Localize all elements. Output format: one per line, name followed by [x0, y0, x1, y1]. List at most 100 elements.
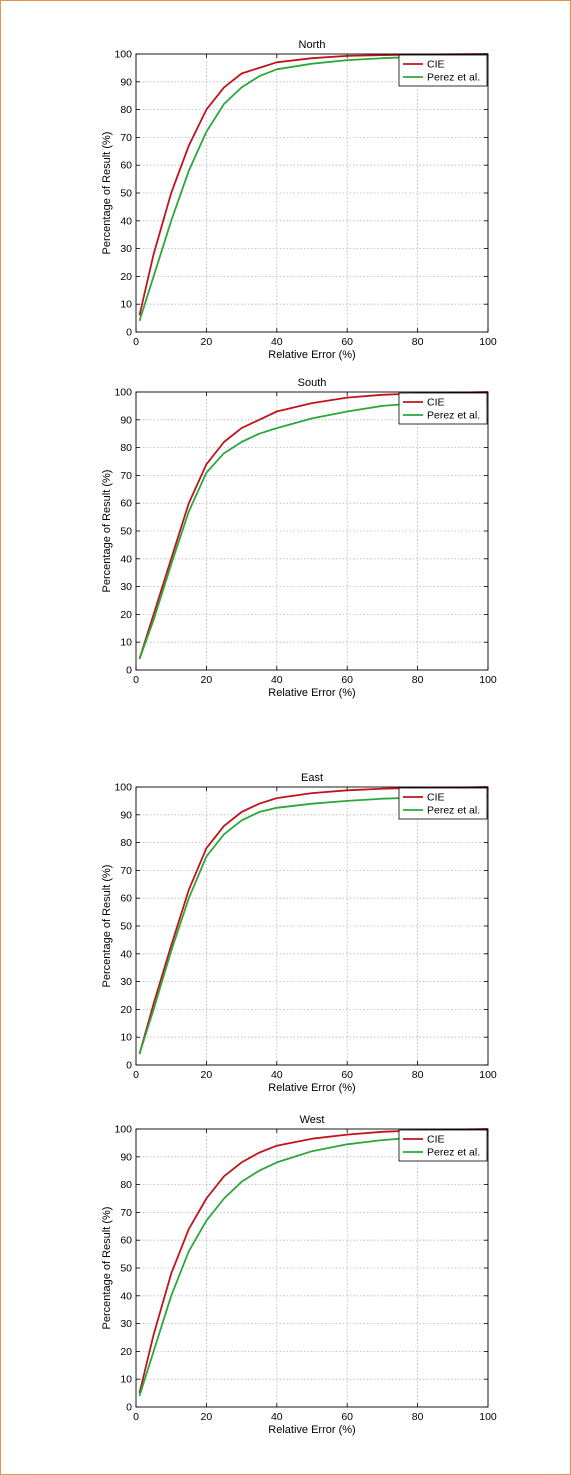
- chart-west: 0 20 40 60 80 100 0 10 20 30 40 50 60 70 80 90 100 West Re…: [101, 1114, 497, 1436]
- y-tick-label: 40: [120, 1290, 132, 1302]
- y-tick-label: 100: [114, 49, 132, 61]
- x-tick-label: 40: [271, 1411, 283, 1423]
- axes-box: [135, 53, 489, 333]
- legend-label-cie: CIE: [427, 792, 445, 804]
- y-tick-label: 10: [120, 299, 132, 311]
- y-tick-label: 50: [120, 188, 132, 200]
- chart-north: 0 20 40 60 80 100 0 10 20 30 40 50 60 70 80 90 100 North R…: [101, 39, 497, 361]
- x-tick-label: 0: [133, 674, 139, 686]
- y-tick-label: 0: [126, 665, 132, 677]
- x-axis-label: Relative Error (%): [268, 1424, 355, 1436]
- x-axis-label: Relative Error (%): [268, 349, 355, 361]
- legend-label-perez: Perez et al.: [427, 72, 480, 84]
- y-tick-label: 100: [114, 782, 132, 794]
- y-tick-label: 30: [120, 1318, 132, 1330]
- x-tick-label: 80: [412, 336, 424, 348]
- y-tick-label: 80: [120, 104, 132, 116]
- x-tick-label: 100: [479, 1411, 497, 1423]
- y-tick-label: 90: [120, 414, 132, 426]
- legend-box: [398, 54, 488, 87]
- y-tick-label: 80: [120, 442, 132, 454]
- y-tick-label: 60: [120, 893, 132, 905]
- y-tick-label: 60: [120, 1235, 132, 1247]
- legend-box: [398, 1129, 488, 1162]
- x-tick-label: 60: [341, 1069, 353, 1081]
- y-tick-label: 20: [120, 1004, 132, 1016]
- legend-label-perez: Perez et al.: [427, 1147, 480, 1159]
- legend-label-cie: CIE: [427, 1134, 445, 1146]
- x-tick-label: 40: [271, 336, 283, 348]
- y-tick-label: 30: [120, 243, 132, 255]
- chart-east: 0 20 40 60 80 100 0 10 20 30 40 50 60 70 80 90 100 East Re…: [101, 772, 497, 1094]
- y-tick-label: 40: [120, 948, 132, 960]
- y-tick-label: 80: [120, 1179, 132, 1191]
- y-tick-label: 50: [120, 526, 132, 538]
- y-tick-label: 70: [120, 470, 132, 482]
- x-axis-label: Relative Error (%): [268, 687, 355, 699]
- x-tick-label: 80: [412, 1411, 424, 1423]
- y-tick-label: 90: [120, 1151, 132, 1163]
- y-axis-label: Percentage of Result (%): [101, 470, 113, 593]
- chart-title: North: [299, 39, 326, 51]
- chart-title: East: [301, 772, 323, 784]
- y-tick-label: 50: [120, 1263, 132, 1275]
- y-tick-label: 20: [120, 609, 132, 621]
- chart-title: West: [300, 1114, 325, 1126]
- y-axis-label: Percentage of Result (%): [101, 132, 113, 255]
- x-tick-label: 40: [271, 674, 283, 686]
- y-tick-label: 0: [126, 1402, 132, 1414]
- axes-box: [135, 1128, 489, 1408]
- x-tick-label: 20: [201, 1411, 213, 1423]
- x-tick-label: 0: [133, 1069, 139, 1081]
- y-tick-label: 30: [120, 581, 132, 593]
- x-tick-label: 80: [412, 1069, 424, 1081]
- y-tick-label: 10: [120, 1374, 132, 1386]
- x-tick-label: 20: [201, 1069, 213, 1081]
- x-tick-label: 100: [479, 336, 497, 348]
- y-tick-label: 0: [126, 327, 132, 339]
- x-axis-label: Relative Error (%): [268, 1082, 355, 1094]
- y-tick-label: 70: [120, 1207, 132, 1219]
- legend-label-perez: Perez et al.: [427, 410, 480, 422]
- y-tick-label: 100: [114, 1124, 132, 1136]
- y-tick-label: 70: [120, 865, 132, 877]
- y-tick-label: 60: [120, 498, 132, 510]
- legend-label-cie: CIE: [427, 59, 445, 71]
- x-tick-label: 60: [341, 336, 353, 348]
- axes-box: [135, 391, 489, 671]
- x-tick-label: 60: [341, 1411, 353, 1423]
- y-tick-label: 10: [120, 637, 132, 649]
- y-tick-label: 10: [120, 1032, 132, 1044]
- chart-title: South: [298, 377, 327, 389]
- y-tick-label: 20: [120, 271, 132, 283]
- y-axis-label: Percentage of Result (%): [101, 865, 113, 988]
- legend-box: [398, 787, 488, 820]
- y-tick-label: 90: [120, 809, 132, 821]
- x-tick-label: 100: [479, 1069, 497, 1081]
- x-tick-label: 80: [412, 674, 424, 686]
- y-axis-label: Percentage of Result (%): [101, 1207, 113, 1330]
- y-tick-label: 70: [120, 132, 132, 144]
- y-tick-label: 30: [120, 976, 132, 988]
- y-tick-label: 20: [120, 1346, 132, 1358]
- x-tick-label: 0: [133, 1411, 139, 1423]
- legend-box: [398, 392, 488, 425]
- y-tick-label: 90: [120, 76, 132, 88]
- y-tick-label: 40: [120, 553, 132, 565]
- x-tick-label: 40: [271, 1069, 283, 1081]
- y-tick-label: 80: [120, 837, 132, 849]
- y-tick-label: 100: [114, 387, 132, 399]
- chart-south: 0 20 40 60 80 100 0 10 20 30 40 50 60 70 80 90 100 South R…: [101, 377, 497, 699]
- y-tick-label: 0: [126, 1060, 132, 1072]
- x-tick-label: 20: [201, 674, 213, 686]
- x-tick-label: 60: [341, 674, 353, 686]
- axes-box: [135, 786, 489, 1066]
- y-tick-label: 50: [120, 921, 132, 933]
- x-tick-label: 0: [133, 336, 139, 348]
- y-tick-label: 40: [120, 215, 132, 227]
- legend-label-cie: CIE: [427, 397, 445, 409]
- y-tick-label: 60: [120, 160, 132, 172]
- x-tick-label: 100: [479, 674, 497, 686]
- x-tick-label: 20: [201, 336, 213, 348]
